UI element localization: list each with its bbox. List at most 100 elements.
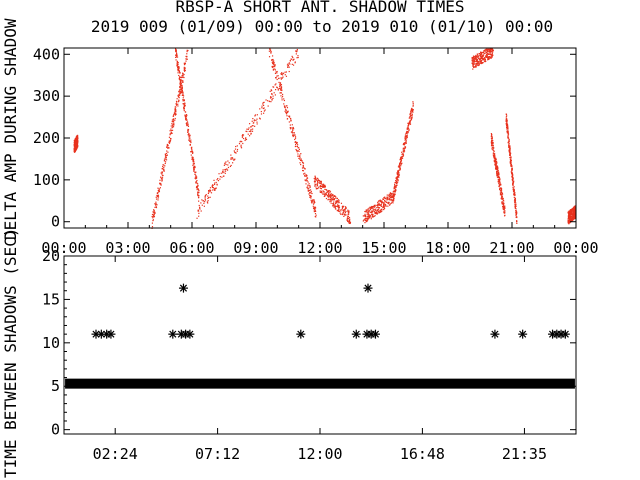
amp-point: [219, 178, 221, 180]
amp-point: [377, 204, 379, 206]
amp-point: [379, 200, 382, 202]
amp-point: [296, 57, 298, 59]
amp-point: [387, 202, 389, 204]
amp-point: [400, 159, 403, 161]
amp-point: [403, 144, 405, 146]
amp-point: [210, 192, 213, 194]
amp-point: [175, 104, 178, 106]
amp-point: [295, 148, 297, 151]
amp-point: [392, 191, 394, 193]
amp-point: [197, 183, 199, 185]
amp-point: [379, 199, 381, 201]
amp-point: [294, 145, 297, 148]
amp-point: [409, 116, 411, 118]
amp-point: [182, 97, 184, 99]
amp-point: [404, 134, 407, 136]
gap-plot-frame: [63, 255, 577, 435]
x-tick-label: 16:48: [400, 445, 445, 463]
amp-point: [346, 219, 348, 221]
amp-point: [382, 198, 385, 201]
amp-point: [388, 199, 390, 201]
amp-point: [333, 199, 335, 201]
amp-point: [180, 91, 183, 93]
amp-point: [275, 71, 277, 73]
amp-point: [153, 210, 155, 212]
amp-point: [511, 172, 513, 174]
amp-point: [380, 203, 382, 206]
amp-point: [254, 115, 256, 117]
amp-point: [574, 212, 576, 214]
amp-point: [207, 200, 209, 202]
amp-point: [343, 215, 345, 217]
amp-point: [191, 158, 193, 160]
amp-point: [496, 161, 498, 163]
amp-point: [165, 155, 167, 157]
amp-point: [476, 57, 478, 59]
amp-point: [570, 217, 572, 219]
amp-point: [180, 76, 182, 78]
amp-point: [171, 132, 173, 134]
amp-point: [568, 210, 570, 212]
amp-point: [401, 157, 404, 159]
amp-point: [316, 184, 319, 186]
amp-point: [573, 205, 576, 208]
amp-point: [506, 122, 508, 124]
amp-point: [406, 136, 408, 138]
amp-point: [167, 144, 169, 147]
amp-point: [193, 162, 195, 165]
amp-point: [194, 177, 196, 179]
amp-point: [169, 130, 171, 132]
amp-point: [479, 57, 481, 59]
amp-point: [387, 205, 389, 207]
amp-point: [501, 201, 503, 203]
amp-point: [293, 134, 295, 136]
amp-point: [218, 173, 220, 175]
amp-point: [496, 175, 498, 177]
amp-point: [323, 193, 325, 195]
amp-point: [411, 114, 413, 117]
amp-point: [209, 187, 212, 189]
amp-point: [374, 208, 376, 210]
amp-point: [372, 210, 374, 212]
amp-point: [474, 59, 476, 61]
amp-point: [515, 212, 517, 214]
amp-point: [568, 219, 571, 221]
amp-point: [483, 51, 485, 53]
amp-point: [311, 201, 313, 203]
amp-point: [182, 93, 184, 95]
amp-point: [391, 199, 393, 202]
amp-point: [486, 49, 489, 51]
amp-point: [515, 208, 517, 210]
amp-point: [483, 60, 486, 62]
amp-point: [574, 205, 576, 207]
amp-point: [373, 206, 375, 208]
amp-point: [384, 201, 386, 203]
amp-point: [512, 175, 514, 177]
amp-point: [386, 196, 388, 198]
amp-point: [404, 142, 406, 144]
amp-point: [198, 215, 200, 217]
amp-point: [183, 103, 185, 106]
amp-point: [572, 211, 574, 213]
amp-point: [487, 52, 489, 55]
amp-point: [240, 146, 242, 148]
amp-point: [255, 119, 257, 122]
amp-point: [324, 184, 326, 186]
amp-point: [188, 138, 190, 140]
amp-point: [404, 147, 406, 149]
amp-point: [172, 125, 174, 127]
amp-point: [504, 206, 506, 208]
amp-point: [320, 185, 322, 188]
amp-point: [196, 182, 198, 184]
amp-point: [296, 50, 298, 52]
amp-point: [272, 58, 274, 61]
amp-point: [299, 158, 301, 160]
gap-point: [178, 283, 188, 293]
amp-point: [513, 189, 515, 191]
amp-point: [510, 161, 512, 163]
amp-point: [178, 70, 180, 72]
amp-point: [509, 151, 511, 154]
amp-point: [335, 208, 337, 210]
amp-point: [411, 110, 413, 112]
amp-point: [509, 159, 512, 161]
